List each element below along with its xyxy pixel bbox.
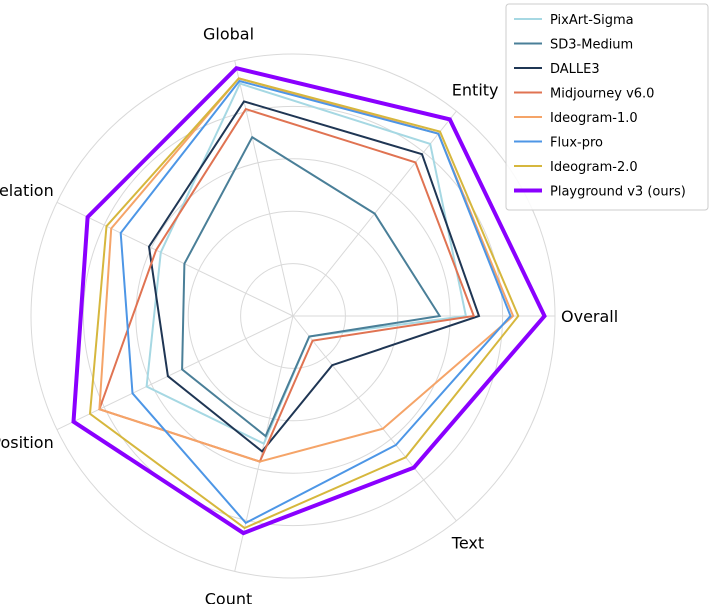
series-line-sd3-medium [181, 135, 442, 438]
legend-entry: DALLE3 [550, 62, 600, 77]
axis-label-entity: Entity [452, 80, 499, 99]
axis-labels: Overall Entity Global Relation Position Count… [0, 24, 618, 604]
axis-label-text: Text [451, 534, 484, 553]
grid-spoke [234, 60, 294, 317]
legend-entry: SD3-Medium [550, 38, 633, 53]
series-line-playground-v3-ours [71, 65, 547, 536]
axis-label-count: Count [205, 590, 253, 604]
axis-label-overall: Overall [561, 307, 618, 326]
axis-label-relation: Relation [0, 181, 54, 200]
axis-label-position: Position [0, 433, 54, 452]
legend-entry: PixArt-Sigma [550, 13, 634, 28]
series-line-ideogram-1-0 [98, 77, 515, 463]
grid-spoke [56, 201, 294, 317]
grid-spoke [56, 315, 294, 431]
series-line-flux-pro [119, 79, 512, 525]
legend-entry: Playground v3 (ours) [550, 185, 686, 200]
legend-entry: Midjourney v6.0 [550, 87, 654, 102]
legend-entry: Ideogram-1.0 [550, 111, 638, 126]
series-layer [71, 65, 547, 536]
legend: PixArt-Sigma SD3-Medium DALLE3 Midjourney v… [505, 3, 709, 211]
legend-entry: Ideogram-2.0 [550, 160, 638, 175]
series-line-dalle3 [147, 100, 481, 453]
legend-box [505, 3, 709, 211]
grid-spoke [292, 315, 457, 522]
series-line-ideogram-2-0 [88, 77, 520, 530]
legend-entry: Flux-pro [550, 136, 603, 151]
axis-label-global: Global [203, 24, 254, 43]
